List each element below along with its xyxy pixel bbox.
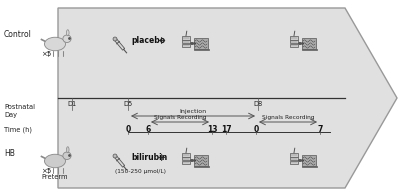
Text: D1: D1 (68, 101, 76, 107)
Text: ×5: ×5 (41, 51, 51, 57)
Text: 0: 0 (253, 125, 259, 134)
Text: Signals Recording: Signals Recording (262, 115, 314, 120)
Text: Time (h): Time (h) (4, 127, 32, 133)
Text: +: + (156, 36, 166, 46)
FancyBboxPatch shape (182, 157, 190, 160)
Polygon shape (58, 8, 397, 188)
FancyBboxPatch shape (194, 38, 208, 48)
Text: 0: 0 (125, 125, 131, 134)
Text: D8: D8 (253, 101, 263, 107)
Ellipse shape (66, 30, 69, 36)
Text: Postnatal
Day: Postnatal Day (4, 104, 35, 118)
FancyBboxPatch shape (290, 153, 298, 156)
Ellipse shape (44, 37, 66, 51)
Ellipse shape (113, 37, 117, 41)
FancyBboxPatch shape (194, 48, 208, 50)
Text: bilirubin: bilirubin (131, 152, 167, 162)
Text: HB: HB (4, 149, 15, 158)
FancyBboxPatch shape (302, 48, 316, 50)
FancyBboxPatch shape (182, 36, 190, 40)
FancyBboxPatch shape (182, 44, 190, 47)
Text: Injection: Injection (180, 109, 206, 114)
Polygon shape (114, 38, 125, 50)
FancyBboxPatch shape (194, 165, 208, 167)
Ellipse shape (66, 147, 69, 153)
Polygon shape (114, 155, 125, 167)
Text: +: + (156, 153, 166, 163)
Text: (150-250 μmol/L): (150-250 μmol/L) (115, 169, 166, 173)
FancyBboxPatch shape (302, 38, 316, 48)
FancyBboxPatch shape (290, 40, 298, 43)
Ellipse shape (63, 152, 71, 160)
Text: D5: D5 (123, 101, 133, 107)
FancyBboxPatch shape (194, 155, 208, 165)
Text: Signals Recording: Signals Recording (154, 115, 206, 120)
Text: placebo: placebo (131, 35, 165, 44)
FancyBboxPatch shape (290, 157, 298, 160)
Ellipse shape (63, 35, 71, 43)
FancyBboxPatch shape (182, 153, 190, 156)
FancyBboxPatch shape (182, 161, 190, 164)
FancyBboxPatch shape (290, 44, 298, 47)
Ellipse shape (44, 154, 66, 168)
Text: 13: 13 (207, 125, 217, 134)
FancyBboxPatch shape (182, 40, 190, 43)
FancyBboxPatch shape (290, 161, 298, 164)
FancyBboxPatch shape (290, 36, 298, 40)
Ellipse shape (113, 154, 117, 158)
Text: ×5: ×5 (41, 168, 51, 174)
FancyBboxPatch shape (302, 165, 316, 167)
Text: Control: Control (4, 30, 32, 38)
Text: Preterm: Preterm (42, 174, 68, 180)
FancyBboxPatch shape (302, 155, 316, 165)
Text: 7: 7 (317, 125, 323, 134)
Text: 6: 6 (145, 125, 151, 134)
Text: 17: 17 (221, 125, 231, 134)
